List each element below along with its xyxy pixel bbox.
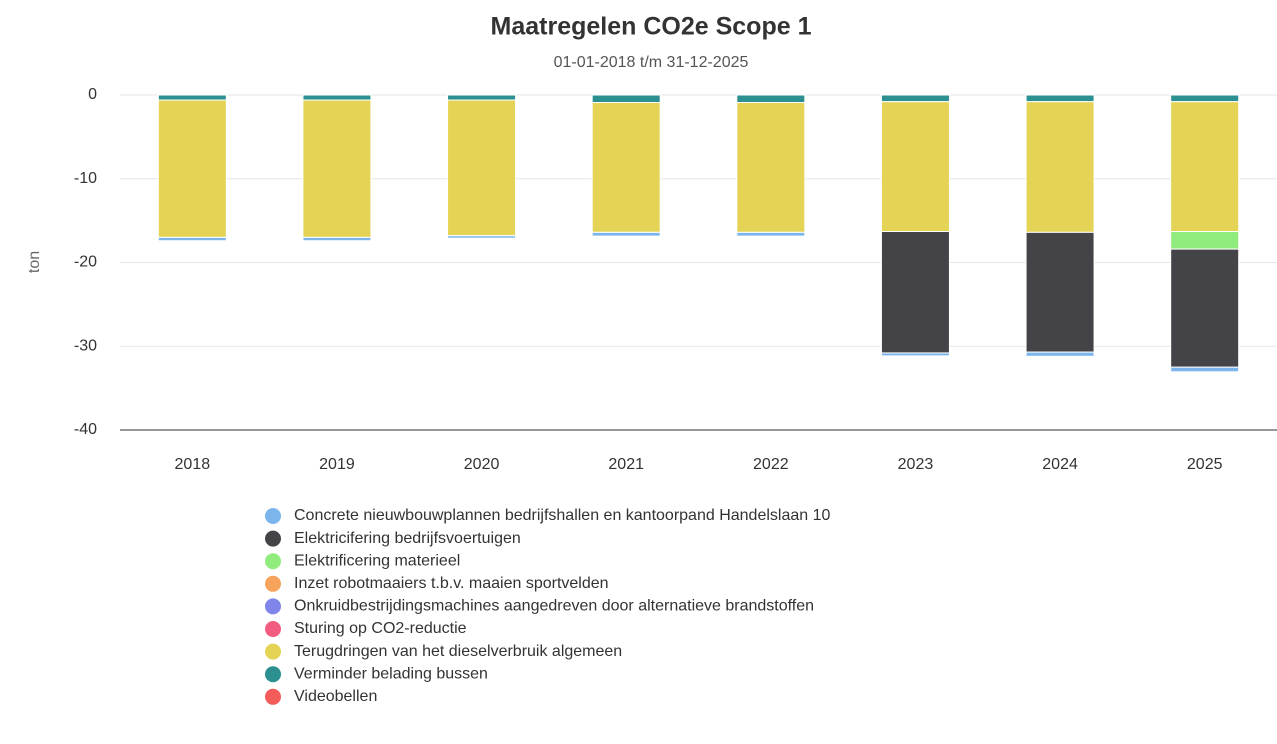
legend-marker bbox=[265, 666, 281, 683]
legend-marker bbox=[265, 575, 281, 592]
bar-segment bbox=[1025, 94, 1095, 103]
chart-title: Maatregelen CO2e Scope 1 bbox=[491, 13, 812, 41]
legend-marker bbox=[265, 508, 281, 524]
bar-segment bbox=[1170, 94, 1240, 103]
bar-segment bbox=[157, 99, 227, 238]
x-tick-label: 2021 bbox=[608, 456, 644, 473]
x-tick-label: 2024 bbox=[1042, 456, 1078, 473]
y-axis-label: ton bbox=[26, 251, 43, 273]
y-tick-label: -30 bbox=[74, 337, 97, 354]
bar-segment bbox=[1170, 248, 1240, 368]
legend-marker bbox=[265, 621, 281, 637]
legend-label: Videobellen bbox=[294, 688, 377, 705]
bar-segment bbox=[736, 231, 806, 237]
bar-segment bbox=[1170, 366, 1240, 373]
y-tick-label: -40 bbox=[74, 421, 97, 438]
legend-marker bbox=[265, 598, 281, 615]
bar-segment bbox=[880, 94, 950, 103]
bar-segment bbox=[157, 94, 227, 101]
bar-segment bbox=[447, 94, 517, 101]
legend-label: Concrete nieuwbouwplannen bedrijfshallen… bbox=[294, 507, 830, 524]
y-tick-label: -20 bbox=[74, 254, 97, 271]
bar-segment bbox=[447, 99, 517, 237]
chart-subtitle: 01-01-2018 t/m 31-12-2025 bbox=[554, 54, 749, 71]
legend-marker bbox=[265, 553, 281, 570]
x-tick-label: 2023 bbox=[898, 456, 934, 473]
bar-segment bbox=[1025, 351, 1095, 357]
x-tick-label: 2025 bbox=[1187, 456, 1223, 473]
bar-segment bbox=[1025, 101, 1095, 233]
bar-segment bbox=[736, 102, 806, 233]
bar-segment bbox=[591, 231, 661, 237]
bar-segment bbox=[591, 94, 661, 104]
legend-marker bbox=[265, 530, 281, 547]
x-tick-label: 2020 bbox=[464, 456, 500, 473]
bar-segment bbox=[1025, 231, 1095, 353]
legend-label: Elektrificering materieel bbox=[294, 552, 460, 569]
bar-segment bbox=[880, 352, 950, 357]
bar-segment bbox=[157, 236, 227, 242]
bar-segment bbox=[591, 102, 661, 233]
y-tick-label: 0 bbox=[88, 86, 97, 103]
bar-segment bbox=[1170, 231, 1240, 250]
legend-label: Elektricifering bedrijfsvoertuigen bbox=[294, 530, 521, 547]
y-tick-label: -10 bbox=[74, 170, 97, 187]
legend-marker bbox=[265, 688, 281, 705]
bar-segment bbox=[447, 235, 517, 239]
x-tick-label: 2018 bbox=[175, 456, 211, 473]
bar-segment bbox=[302, 236, 372, 242]
bar-segment bbox=[302, 94, 372, 101]
bar-segment bbox=[1170, 101, 1240, 233]
bar-segment bbox=[880, 231, 950, 354]
legend-label: Inzet robotmaaiers t.b.v. maaien sportve… bbox=[294, 575, 609, 592]
x-tick-label: 2022 bbox=[753, 456, 789, 473]
x-tick-label: 2019 bbox=[319, 456, 355, 473]
bar-segment bbox=[880, 101, 950, 233]
legend-marker bbox=[265, 643, 281, 660]
bar-segment bbox=[736, 94, 806, 104]
legend-label: Terugdringen van het dieselverbruik alge… bbox=[294, 643, 622, 660]
legend-label: Onkruidbestrijdingsmachines aangedreven … bbox=[294, 598, 814, 615]
bar-segment bbox=[302, 99, 372, 238]
legend-label: Sturing op CO2-reductie bbox=[294, 620, 467, 637]
legend-label: Verminder belading bussen bbox=[294, 665, 488, 682]
